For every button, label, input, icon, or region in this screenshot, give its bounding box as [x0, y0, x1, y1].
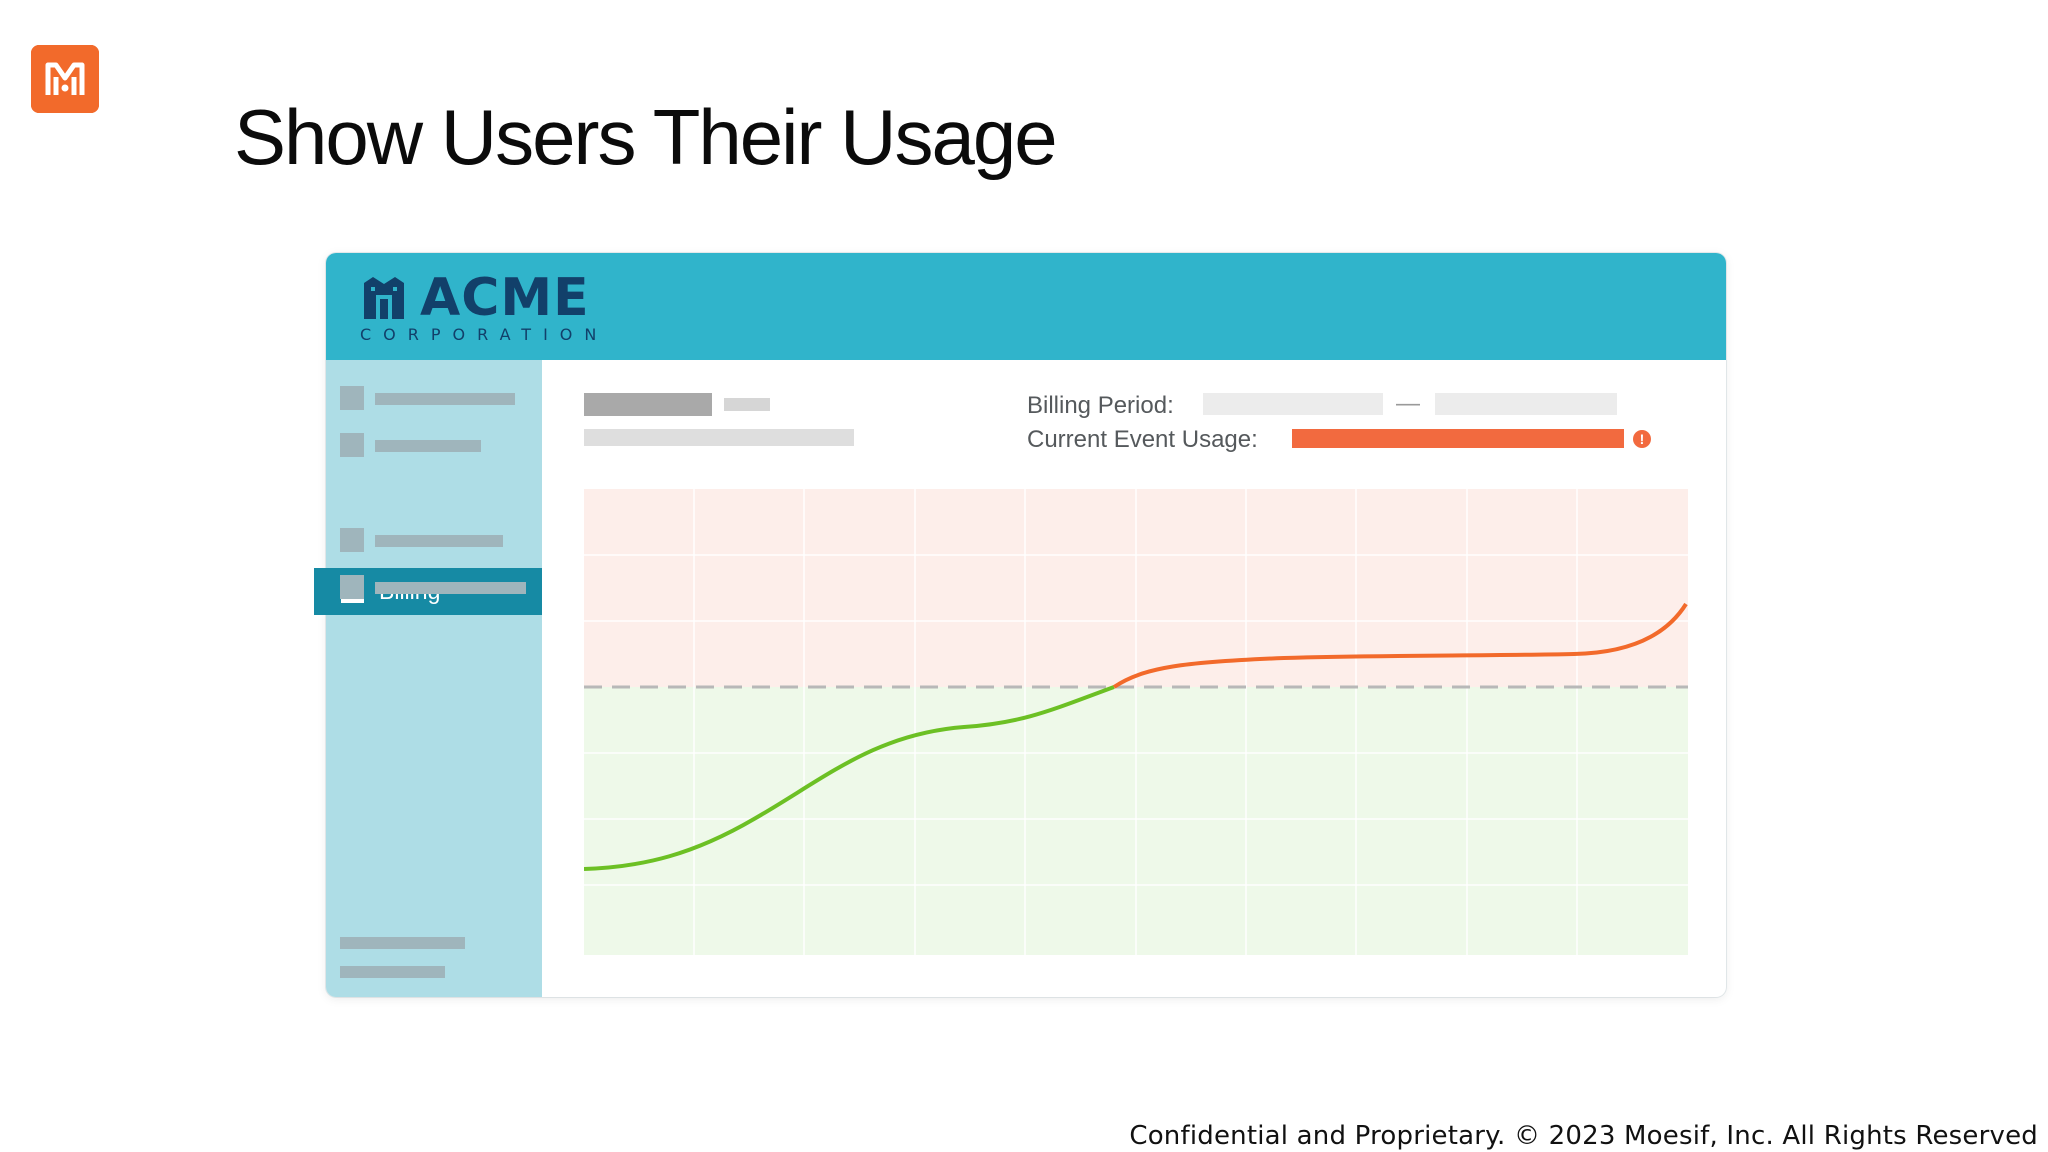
sidebar-item-icon-placeholder: [340, 386, 364, 410]
usage-progress-bar: [1292, 429, 1624, 448]
current-event-usage-label: Current Event Usage:: [1027, 426, 1258, 453]
sidebar-footer-link-placeholder[interactable]: [340, 966, 445, 978]
sidebar-item-icon-placeholder: [340, 528, 364, 552]
billing-period-separator: —: [1396, 390, 1420, 417]
alert-circle-icon[interactable]: !: [1633, 430, 1651, 448]
sidebar-item-label-placeholder: [375, 582, 526, 594]
account-name-placeholder: [584, 393, 712, 416]
billing-period-label: Billing Period:: [1027, 392, 1174, 419]
sidebar-item-label-placeholder: [375, 535, 503, 547]
slide-footer: Confidential and Proprietary. © 2023 Moe…: [1129, 1121, 2038, 1151]
slide-title: Show Users Their Usage: [234, 93, 1058, 181]
acme-building-icon: [364, 277, 404, 319]
billing-period-end-field[interactable]: [1435, 393, 1617, 415]
sidebar-footer-link-placeholder[interactable]: [340, 937, 465, 949]
account-detail-placeholder: [584, 429, 854, 446]
sidebar-item-label-placeholder: [375, 440, 481, 452]
acme-logo-subtitle: CORPORATION: [360, 325, 609, 344]
chart-grid: [584, 489, 1688, 955]
billing-period-start-field[interactable]: [1203, 393, 1383, 415]
usage-line-under-limit: [584, 685, 1115, 871]
usage-line-over-limit: [1112, 602, 1688, 689]
sidebar-item-icon-placeholder: [340, 575, 364, 599]
app-screenshot: ACME CORPORATION Billing Billing Period:: [314, 253, 1726, 997]
moesif-logo-icon: [31, 45, 99, 113]
sidebar: Billing: [314, 360, 542, 997]
sidebar-item-icon-placeholder: [340, 433, 364, 457]
acme-logo-name: ACME: [420, 268, 590, 328]
app-header: ACME CORPORATION: [326, 253, 1726, 360]
account-tag-placeholder: [724, 398, 770, 411]
sidebar-item-label-placeholder: [375, 393, 515, 405]
usage-chart: [584, 489, 1688, 955]
